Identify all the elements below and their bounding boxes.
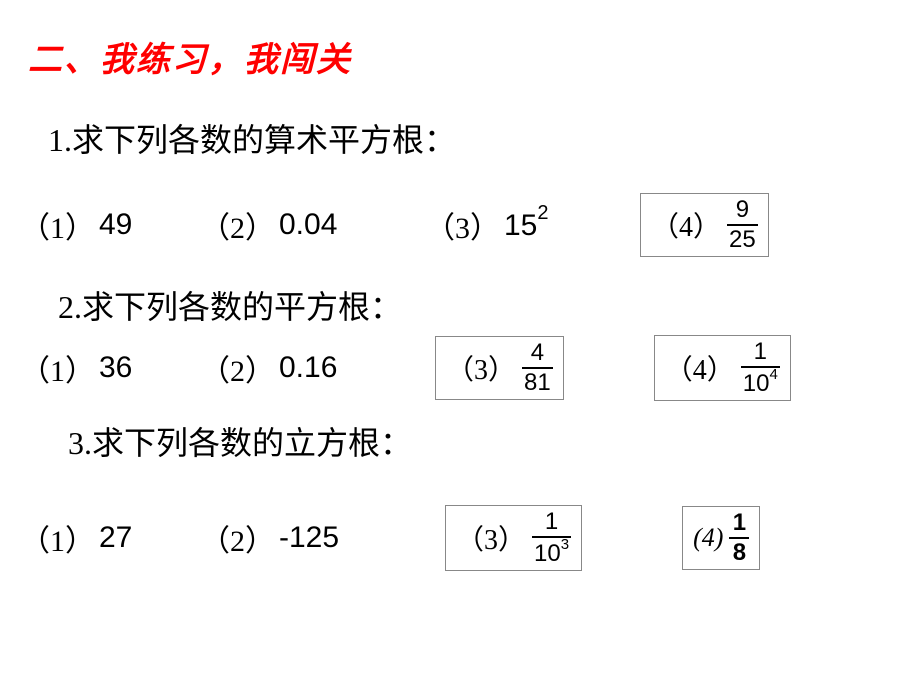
q3-option-2: （2） -125 bbox=[200, 516, 445, 560]
q1-opt1-value: 49 bbox=[99, 208, 132, 242]
q1-opt1-label: （1） bbox=[20, 203, 95, 247]
q1-opt2-label: （2） bbox=[200, 203, 275, 247]
question-1-header: 1.求下列各数的算术平方根： bbox=[48, 115, 456, 161]
q2-opt4-label: （4） bbox=[665, 348, 735, 388]
question-3-header: 3.求下列各数的立方根： bbox=[68, 418, 412, 464]
q2-opt3-numerator: 4 bbox=[529, 341, 546, 367]
q1-opt3-label: （3） bbox=[425, 203, 500, 247]
q2-opt3-denominator: 81 bbox=[522, 369, 553, 395]
q1-opt4-fraction: 9 25 bbox=[727, 198, 758, 252]
q1-opt4-denominator: 25 bbox=[727, 226, 758, 252]
question-1-options: （1） 49 （2） 0.04 （3） 152 （4） 9 25 bbox=[20, 193, 769, 257]
section-title: 二、我练习，我闯关 bbox=[28, 32, 352, 81]
q3-opt3-label: （3） bbox=[456, 518, 526, 558]
q2-opt2-label: （2） bbox=[200, 346, 275, 390]
q3-opt3-den-exp: 3 bbox=[561, 536, 569, 553]
q3-opt2-value: -125 bbox=[279, 521, 339, 555]
q2-opt4-den-base: 10 bbox=[743, 370, 770, 397]
q2-opt3-fraction: 4 81 bbox=[522, 341, 553, 395]
q3-opt1-value: 27 bbox=[99, 521, 132, 555]
q3-opt4-label: (4) bbox=[693, 523, 723, 553]
q2-opt2-value: 0.16 bbox=[279, 351, 337, 385]
q2-opt4-fraction: 1 104 bbox=[741, 340, 780, 396]
q2-option-4: （4） 1 104 bbox=[654, 335, 791, 401]
q3-opt3-denominator: 103 bbox=[532, 538, 571, 566]
q3-opt3-numerator: 1 bbox=[543, 510, 560, 536]
q2-option-3: （3） 4 81 bbox=[435, 336, 564, 400]
question-3-options: （1） 27 （2） -125 （3） 1 103 (4) 1 8 bbox=[20, 505, 760, 571]
q3-opt3-fraction: 1 103 bbox=[532, 510, 571, 566]
q3-option-1: （1） 27 bbox=[20, 516, 200, 560]
q1-option-1: （1） 49 bbox=[20, 203, 200, 247]
q3-opt4-denominator: 8 bbox=[731, 539, 748, 565]
question-2-header: 2.求下列各数的平方根： bbox=[58, 282, 402, 328]
q3-opt4-numerator: 1 bbox=[731, 511, 748, 537]
q1-opt3-exp: 2 bbox=[537, 202, 548, 224]
q1-opt2-value: 0.04 bbox=[279, 208, 337, 242]
q2-opt3-label: （3） bbox=[446, 348, 516, 388]
q3-opt2-label: （2） bbox=[200, 516, 275, 560]
q1-opt4-label: （4） bbox=[651, 205, 721, 245]
q3-opt4-fraction: 1 8 bbox=[729, 511, 749, 565]
q1-option-3: （3） 152 bbox=[425, 203, 640, 247]
q1-option-4: （4） 9 25 bbox=[640, 193, 769, 257]
q3-opt3-den-base: 10 bbox=[534, 540, 561, 567]
q2-option-2: （2） 0.16 bbox=[200, 346, 435, 390]
q2-opt4-numerator: 1 bbox=[752, 340, 769, 366]
q1-opt3-base: 15 bbox=[504, 209, 537, 242]
q1-option-2: （2） 0.04 bbox=[200, 203, 425, 247]
q1-opt3-value: 152 bbox=[504, 207, 549, 243]
q3-opt1-label: （1） bbox=[20, 516, 95, 560]
q3-option-3: （3） 1 103 bbox=[445, 505, 582, 571]
q3-option-4: (4) 1 8 bbox=[682, 506, 760, 570]
q2-opt4-denominator: 104 bbox=[741, 368, 780, 396]
q1-opt4-numerator: 9 bbox=[734, 198, 751, 224]
q2-opt1-label: （1） bbox=[20, 346, 95, 390]
question-2-options: （1） 36 （2） 0.16 （3） 4 81 （4） 1 104 bbox=[20, 335, 791, 401]
q2-opt1-value: 36 bbox=[99, 351, 132, 385]
q2-opt4-den-exp: 4 bbox=[769, 366, 777, 383]
q2-option-1: （1） 36 bbox=[20, 346, 200, 390]
